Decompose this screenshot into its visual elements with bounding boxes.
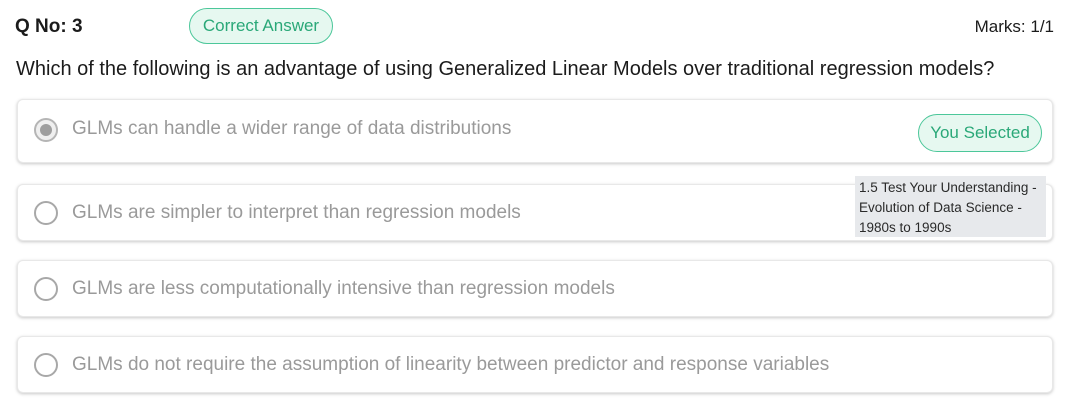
option-text: GLMs do not require the assumption of li… (72, 354, 830, 375)
option-text: GLMs can handle a wider range of data di… (72, 118, 512, 139)
option-text: GLMs are less computationally intensive … (72, 278, 615, 299)
option-3[interactable]: GLMs are less computationally intensive … (17, 260, 1053, 317)
option-4[interactable]: GLMs do not require the assumption of li… (17, 336, 1053, 393)
question-number: Q No: 3 (15, 16, 83, 37)
radio-unselected-icon[interactable] (34, 201, 58, 225)
radio-unselected-icon[interactable] (34, 353, 58, 377)
question-text: Which of the following is an advantage o… (16, 58, 995, 80)
topic-tooltip: 1.5 Test Your Understanding - Evolution … (855, 176, 1046, 237)
marks-label: Marks: 1/1 (974, 17, 1054, 36)
radio-unselected-icon[interactable] (34, 277, 58, 301)
tooltip-line-3: 1980s to 1990s (859, 220, 952, 235)
option-1[interactable]: GLMs can handle a wider range of data di… (17, 99, 1053, 163)
option-text: GLMs are simpler to interpret than regre… (72, 202, 521, 223)
question-header: Q No: 3 Correct Answer Marks: 1/1 (0, 0, 1072, 52)
tooltip-line-1: 1.5 Test Your Understanding - (859, 180, 1037, 195)
you-selected-badge: You Selected (918, 114, 1042, 152)
correct-answer-badge: Correct Answer (189, 8, 333, 44)
radio-selected-icon[interactable] (34, 118, 58, 142)
tooltip-line-2: Evolution of Data Science - (859, 200, 1022, 215)
